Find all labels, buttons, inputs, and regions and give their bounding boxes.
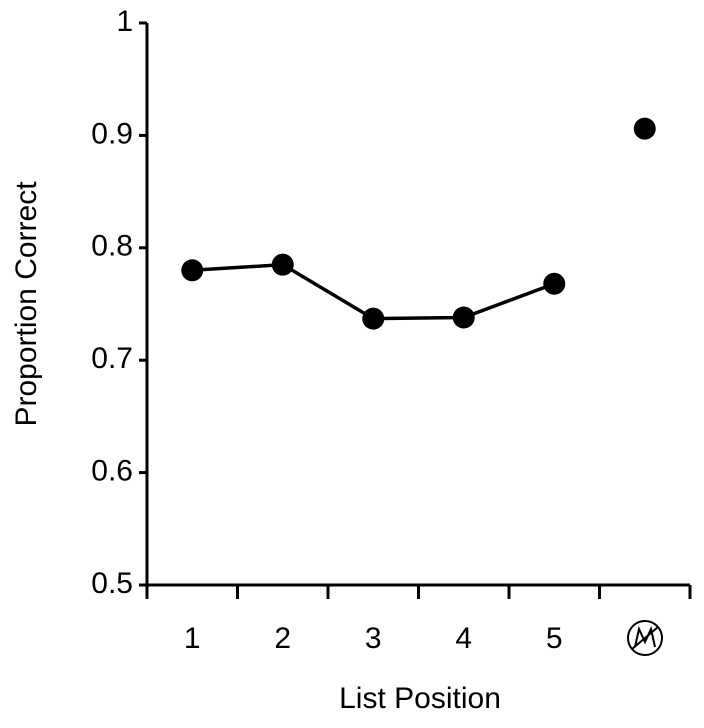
data-point [362,307,385,330]
y-tick-label: 0.6 [91,455,133,488]
y-tick-label: 0.5 [91,567,133,600]
y-tick-label: 1 [116,5,133,38]
x-axis-title: List Position [339,682,501,715]
data-point [452,306,475,329]
x-tick-label: 2 [274,622,291,655]
y-tick-label: 0.8 [91,230,133,263]
y-tick-label: 0.7 [91,342,133,375]
y-tick-label: 0.9 [91,117,133,150]
x-tick-label: 3 [365,622,382,655]
data-point [181,259,204,282]
y-axis-title: Proportion Correct [10,181,43,427]
data-point [633,117,656,140]
x-tick-label: 5 [546,622,563,655]
special-category-icon [627,620,663,656]
x-tick-label: 1 [184,622,201,655]
data-point [543,272,566,295]
x-tick-label: 4 [455,622,472,655]
data-point [271,253,294,276]
